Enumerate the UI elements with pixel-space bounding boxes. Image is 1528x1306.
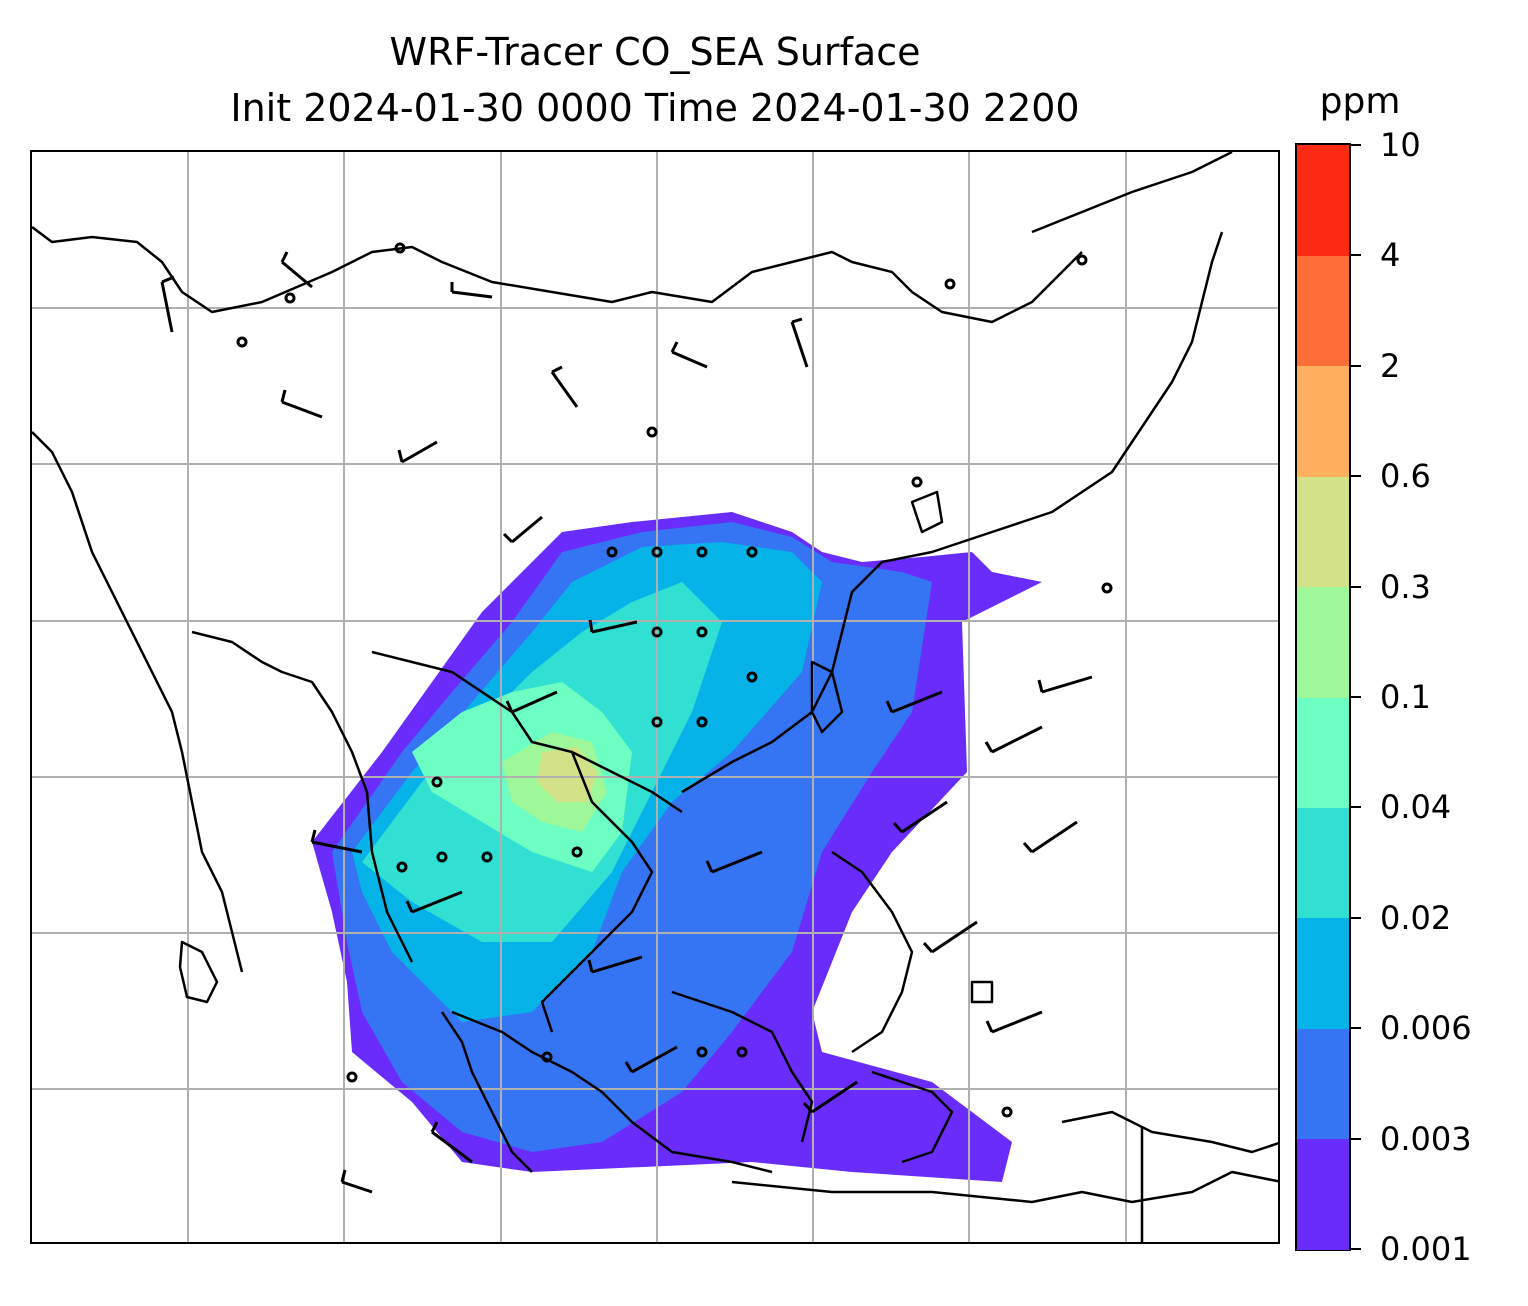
colorbar-segment — [1297, 145, 1349, 256]
colorbar-segment — [1297, 255, 1349, 367]
colorbar-tick — [1351, 696, 1361, 698]
colorbar-segment — [1297, 917, 1349, 1029]
colorbar — [1295, 143, 1351, 1251]
map-canvas — [32, 152, 1278, 1242]
field-band-0.3 — [537, 747, 597, 802]
colorbar-tick — [1351, 1137, 1361, 1140]
colorbar-tick — [1351, 364, 1361, 367]
figure-title: WRF-Tracer CO_SEA Surface — [389, 30, 921, 74]
colorbar-tick-label: 0.006 — [1380, 1009, 1472, 1048]
map-gridlines — [32, 152, 1278, 1242]
colorbar-tick-label: 0.3 — [1380, 567, 1431, 606]
colorbar-segment — [1297, 1138, 1349, 1250]
colorbar-tick — [1351, 806, 1361, 809]
colorbar-segment — [1297, 1028, 1349, 1140]
colorbar-tick-label: 0.04 — [1380, 788, 1452, 827]
colorbar-tick — [1351, 916, 1361, 919]
colorbar-tick — [1351, 585, 1361, 588]
colorbar-tick-label: 0.6 — [1380, 457, 1431, 496]
coastlines — [32, 152, 1278, 1242]
colorbar-tick — [1351, 254, 1361, 257]
concentration-field — [312, 512, 1042, 1182]
colorbar-tick-label: 0.001 — [1380, 1230, 1472, 1268]
colorbar-segment — [1297, 586, 1349, 698]
colorbar-tick — [1351, 1027, 1361, 1030]
colorbar-segment — [1297, 807, 1349, 919]
colorbar-segment — [1297, 365, 1349, 477]
map-panel — [30, 150, 1280, 1244]
colorbar-tick-label: 2 — [1380, 346, 1401, 385]
colorbar-tick-label: 0.02 — [1380, 898, 1452, 937]
colorbar-tick — [1351, 144, 1361, 146]
figure-subtitle: Init 2024-01-30 0000 Time 2024-01-30 220… — [230, 86, 1080, 130]
colorbar-tick-label: 10 — [1380, 126, 1421, 164]
colorbar-segment — [1297, 697, 1349, 808]
colorbar-unit-label: ppm — [1319, 81, 1401, 122]
colorbar-tick — [1351, 475, 1361, 478]
colorbar-segment — [1297, 476, 1349, 588]
colorbar-tick-label: 4 — [1380, 236, 1401, 275]
calm-markers — [236, 242, 1113, 1118]
colorbar-tick-label: 0.1 — [1380, 678, 1431, 716]
wind-barbs — [160, 251, 1093, 1194]
colorbar-tick-label: 0.003 — [1380, 1119, 1472, 1158]
colorbar-tick — [1351, 1248, 1361, 1250]
